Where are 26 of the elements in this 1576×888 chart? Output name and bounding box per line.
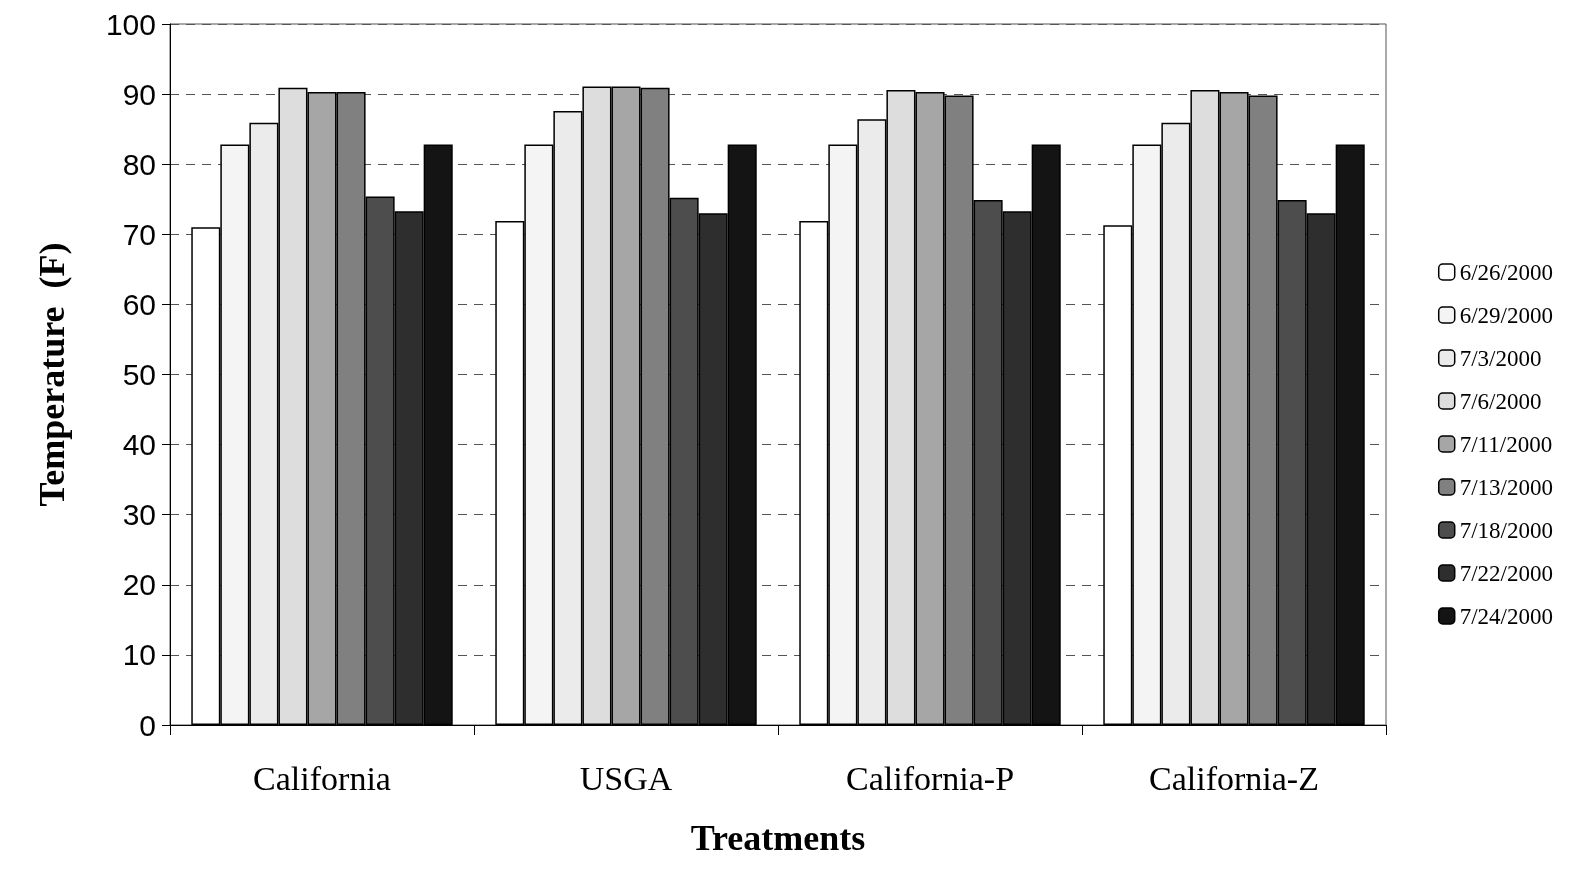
y-tick-label: 90	[122, 77, 156, 111]
legend-label: 7/24/2000	[1459, 603, 1553, 629]
x-tick-label: California-Z	[1149, 759, 1319, 797]
y-tick-label: 70	[122, 217, 156, 251]
y-tick-label: 20	[122, 568, 156, 602]
y-tick-label: 50	[122, 358, 156, 391]
y-tick-label: 60	[122, 287, 156, 321]
legend-label: 7/22/2000	[1459, 560, 1553, 586]
y-tick-label: 80	[122, 147, 156, 181]
x-tick-label: USGA	[579, 759, 673, 797]
legend-label: 7/13/2000	[1459, 474, 1553, 500]
y-tick-label: 40	[122, 428, 156, 462]
y-tick-label: 30	[122, 498, 156, 532]
legend-label: 6/26/2000	[1459, 259, 1553, 285]
legend-label: 7/3/2000	[1459, 345, 1542, 371]
legend-label: 6/29/2000	[1459, 302, 1553, 328]
x-axis-title: Treatments	[690, 818, 866, 858]
legend-label: 7/18/2000	[1459, 517, 1553, 543]
y-axis-title: Temperature (F)	[32, 242, 72, 507]
x-tick-label: California-P	[845, 759, 1015, 797]
x-tick-label: California	[253, 759, 391, 797]
y-tick-label: 10	[122, 638, 156, 672]
y-tick-label: 0	[139, 708, 156, 742]
y-tick-label: 100	[105, 7, 156, 41]
legend-label: 7/11/2000	[1459, 431, 1553, 457]
legend-label: 7/6/2000	[1459, 388, 1542, 414]
